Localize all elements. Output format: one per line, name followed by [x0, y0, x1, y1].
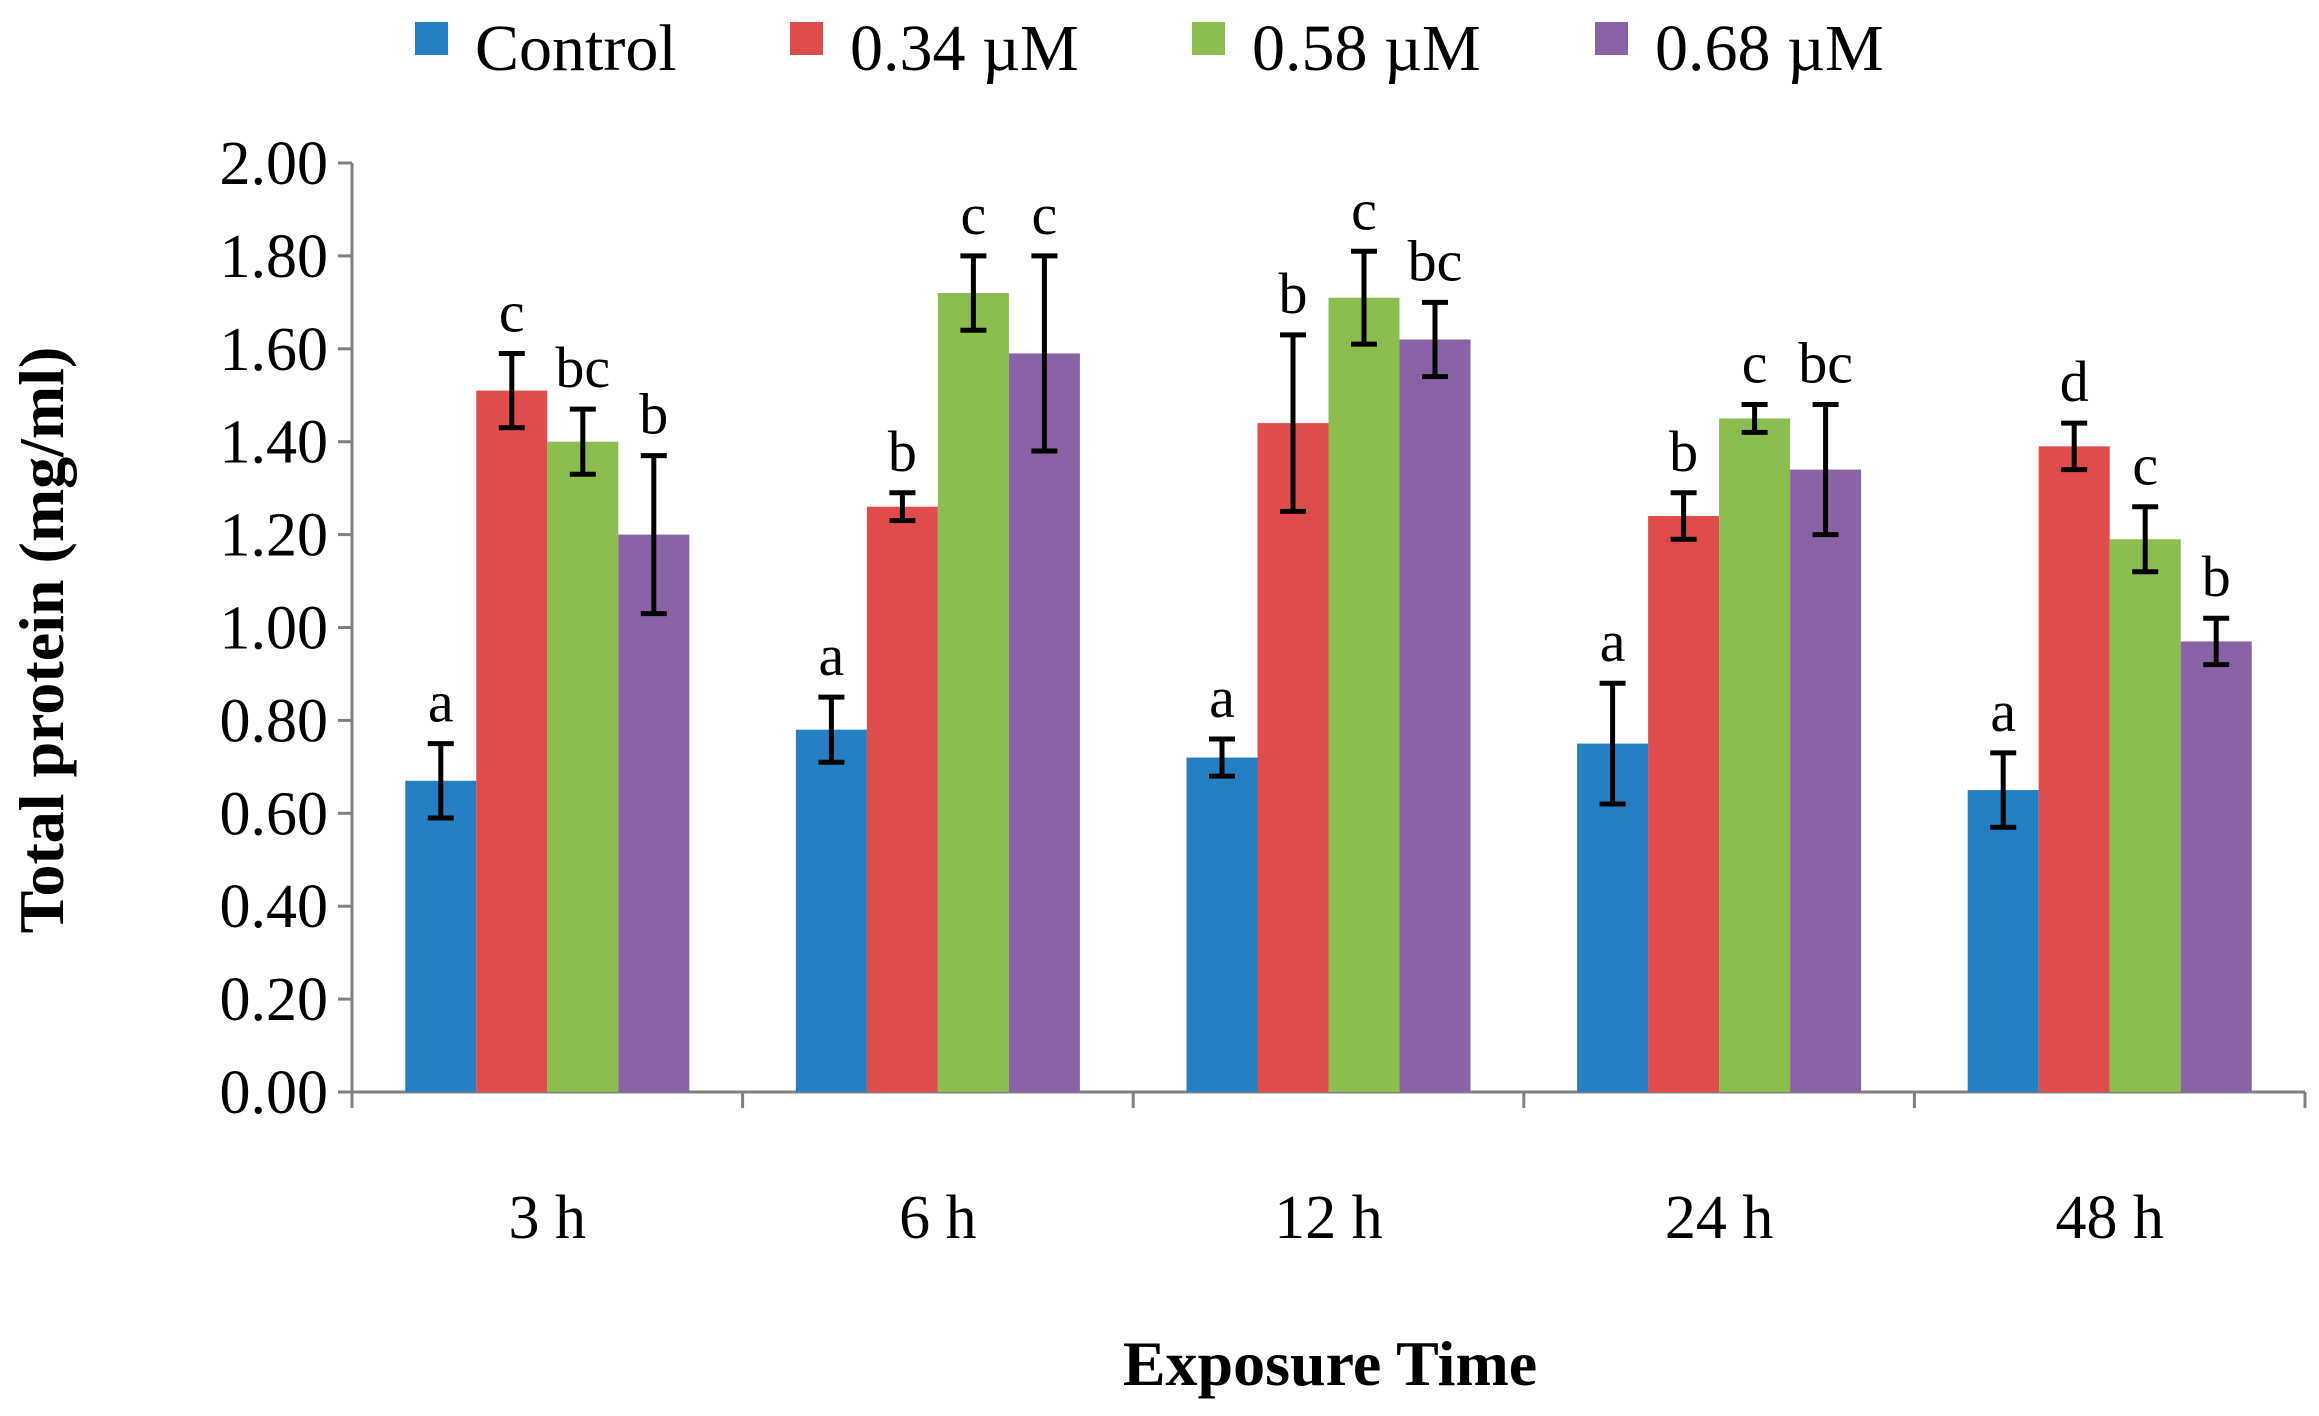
legend-item: Control	[415, 12, 677, 85]
significance-label: b	[639, 382, 668, 447]
bar	[1648, 516, 1720, 1092]
significance-label: c	[2132, 433, 2158, 498]
bars	[405, 293, 2252, 1093]
y-tick-label: 1.00	[220, 595, 329, 663]
bar	[1186, 757, 1258, 1092]
significance-label: b	[888, 419, 917, 484]
bar	[937, 293, 1009, 1092]
significance-label: b	[1669, 419, 1698, 484]
error-bar	[1422, 299, 1448, 380]
y-tick-label: 1.20	[220, 502, 329, 570]
error-bar	[1812, 402, 1839, 538]
legend-swatch	[790, 22, 823, 55]
error-bar	[640, 453, 667, 617]
bar	[2109, 539, 2181, 1092]
significance-label: b	[1279, 261, 1308, 326]
significance-label: c	[1351, 177, 1377, 242]
significance-label: a	[819, 623, 845, 688]
error-bar	[427, 741, 454, 821]
legend-item: 0.58 µM	[1192, 12, 1481, 85]
y-tick-label: 0.60	[220, 780, 329, 848]
error-bar	[1031, 253, 1058, 454]
bar	[1967, 790, 2039, 1092]
significance-label: c	[1032, 182, 1058, 247]
y-tick-label: 1.40	[220, 409, 329, 477]
x-axis: 3 h 6 h 12 h 24 h 48 h	[350, 1090, 2307, 1252]
legend-item: 0.68 µM	[1595, 12, 1884, 85]
bar	[1399, 339, 1471, 1092]
x-axis-title: Exposure Time	[1123, 1328, 1537, 1399]
error-bar	[569, 406, 596, 477]
legend-label: 0.68 µM	[1655, 12, 1884, 85]
error-bar	[2203, 615, 2230, 668]
bar	[1790, 469, 1862, 1092]
y-axis: 0.00 0.20 0.40 0.60 0.80 1.00 1.20 1.40 1.60 1.80…	[220, 130, 354, 1127]
significance-label: a	[1990, 679, 2016, 744]
error-bar	[1670, 490, 1697, 542]
x-category-label: 6 h	[899, 1184, 977, 1252]
significance-label: b	[2202, 544, 2231, 609]
error-bar	[1990, 750, 2017, 830]
significance-label: bc	[1408, 228, 1463, 293]
significance-label: bc	[555, 335, 610, 400]
x-category-label: 12 h	[1274, 1184, 1383, 1252]
significance-label: bc	[1798, 331, 1853, 396]
significance-label: a	[1600, 609, 1626, 674]
bar	[2180, 641, 2252, 1092]
y-tick-label: 1.80	[220, 223, 329, 291]
error-bars	[427, 248, 2230, 830]
legend-swatch	[1595, 22, 1628, 55]
bar	[1257, 423, 1329, 1092]
error-bar	[1741, 402, 1768, 435]
bar	[866, 506, 938, 1093]
x-category-label: 3 h	[509, 1184, 587, 1252]
bar	[618, 534, 690, 1092]
y-tick-label: 0.40	[220, 873, 329, 941]
significance-label: c	[499, 279, 525, 344]
error-bar	[2061, 420, 2088, 473]
significance-label: d	[2060, 349, 2089, 414]
bar	[1328, 297, 1400, 1093]
y-tick-label: 0.80	[220, 687, 329, 755]
error-bar	[1209, 736, 1235, 779]
bar	[1008, 353, 1080, 1092]
error-bar	[960, 253, 987, 333]
x-category-label: 48 h	[2055, 1184, 2164, 1252]
error-bar	[1280, 332, 1306, 514]
bar	[1719, 418, 1791, 1093]
error-bar	[889, 490, 916, 524]
legend-swatch	[1192, 22, 1225, 55]
error-bar	[498, 350, 525, 431]
y-tick-label: 0.20	[220, 966, 329, 1034]
significance-label: a	[1209, 665, 1235, 730]
error-bar	[1351, 248, 1377, 347]
bar	[2038, 446, 2110, 1093]
legend: Control 0.34 µM 0.58 µM 0.68 µM	[415, 12, 1884, 85]
significance-label: c	[961, 182, 987, 247]
legend-label: 0.58 µM	[1252, 12, 1481, 85]
significance-label: c	[1742, 331, 1768, 396]
error-bar	[818, 694, 845, 765]
bar	[795, 729, 867, 1092]
legend-label: 0.34 µM	[850, 12, 1079, 85]
legend-item: 0.34 µM	[790, 12, 1079, 85]
legend-label: Control	[475, 12, 677, 85]
bar	[405, 780, 477, 1092]
error-bar	[2132, 504, 2159, 575]
bar	[476, 390, 548, 1093]
legend-swatch	[415, 22, 448, 55]
bar	[547, 441, 619, 1092]
y-tick-label: 0.00	[220, 1059, 329, 1127]
error-bar	[1599, 680, 1626, 807]
y-tick-label: 2.00	[220, 130, 329, 198]
y-tick-label: 1.60	[220, 316, 329, 384]
x-category-label: 24 h	[1665, 1184, 1774, 1252]
significance-label: a	[428, 670, 454, 735]
y-axis-title: Total protein (mg/ml)	[6, 347, 77, 934]
